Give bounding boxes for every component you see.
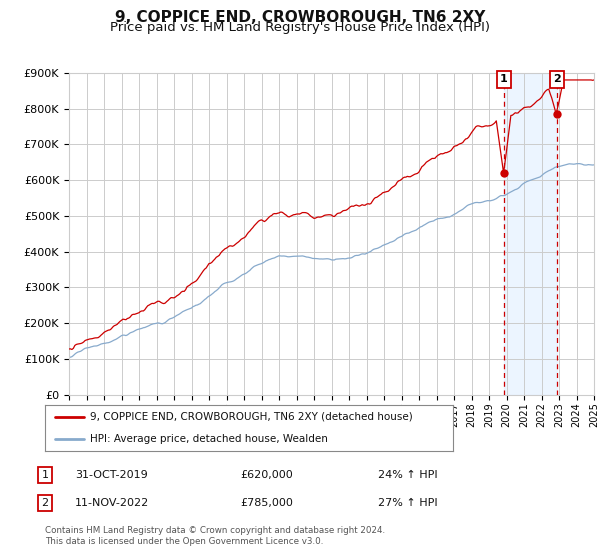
Text: Contains HM Land Registry data © Crown copyright and database right 2024.
This d: Contains HM Land Registry data © Crown c… xyxy=(45,526,385,546)
Text: 11-NOV-2022: 11-NOV-2022 xyxy=(75,498,149,508)
Bar xyxy=(503,73,557,395)
Text: £785,000: £785,000 xyxy=(240,498,293,508)
Text: 27% ↑ HPI: 27% ↑ HPI xyxy=(378,498,437,508)
Text: £620,000: £620,000 xyxy=(240,470,293,480)
Text: 24% ↑ HPI: 24% ↑ HPI xyxy=(378,470,437,480)
Text: 1: 1 xyxy=(500,74,508,85)
Text: 2: 2 xyxy=(41,498,49,508)
Text: 31-OCT-2019: 31-OCT-2019 xyxy=(75,470,148,480)
Text: 2: 2 xyxy=(553,74,560,85)
Text: Price paid vs. HM Land Registry's House Price Index (HPI): Price paid vs. HM Land Registry's House … xyxy=(110,21,490,34)
Text: 9, COPPICE END, CROWBOROUGH, TN6 2XY: 9, COPPICE END, CROWBOROUGH, TN6 2XY xyxy=(115,10,485,25)
Text: HPI: Average price, detached house, Wealden: HPI: Average price, detached house, Weal… xyxy=(90,434,328,444)
Text: 9, COPPICE END, CROWBOROUGH, TN6 2XY (detached house): 9, COPPICE END, CROWBOROUGH, TN6 2XY (de… xyxy=(90,412,413,422)
Text: 1: 1 xyxy=(41,470,49,480)
